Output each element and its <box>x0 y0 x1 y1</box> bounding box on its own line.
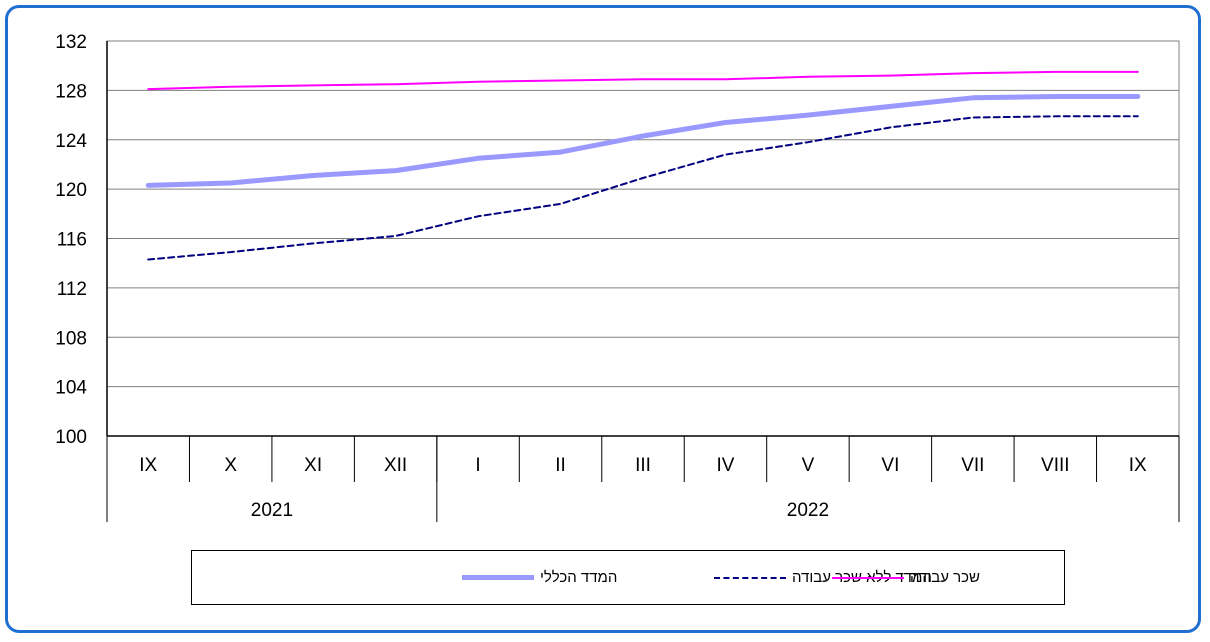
legend-swatch-labor-wages <box>832 576 904 579</box>
chart-frame <box>5 5 1201 633</box>
legend-swatch-index-excl-labor <box>714 576 786 579</box>
x-tick-label: XI <box>304 455 322 476</box>
year-label: 2022 <box>787 500 829 521</box>
y-tick-label: 100 <box>55 427 87 448</box>
x-tick-label: VII <box>961 455 984 476</box>
y-tick-label: 104 <box>55 378 87 399</box>
y-tick-label: 132 <box>55 32 87 53</box>
y-axis-ticks: 100 104 108 112 116 120 124 128 132 <box>55 32 87 448</box>
series-line-1 <box>147 115 1139 261</box>
y-tick-label: 124 <box>55 131 87 152</box>
y-tick-label: 112 <box>57 279 87 300</box>
x-tick-label: VIII <box>1041 455 1070 476</box>
y-tick-label: 128 <box>55 81 87 102</box>
x-tick-label: X <box>224 455 237 476</box>
x-tick-label: IX <box>1129 455 1147 476</box>
year-label: 2021 <box>251 500 293 521</box>
y-tick-label: 116 <box>57 230 87 251</box>
x-tick-label: I <box>475 455 480 476</box>
series-line-0 <box>145 94 1141 188</box>
legend-swatch-general-index <box>462 575 534 580</box>
grid-lines <box>106 40 1180 437</box>
legend: המדד הכללי המדד ללא שכר עבודה שכר עבודה <box>191 550 1065 605</box>
x-tick-label: XII <box>384 455 407 476</box>
x-tick-label: VI <box>881 455 899 476</box>
legend-label-labor-wages: שכר עבודה <box>910 569 980 586</box>
x-tick-label: IV <box>716 455 734 476</box>
x-tick-label: II <box>555 455 566 476</box>
y-tick-label: 108 <box>55 328 87 349</box>
series-lines <box>145 70 1141 261</box>
series-line-2 <box>147 70 1139 91</box>
x-tick-label: V <box>802 455 815 476</box>
legend-label-general-index: המדד הכללי <box>540 569 618 586</box>
x-tick-label: III <box>635 455 651 476</box>
legend-item-labor-wages: שכר עבודה <box>832 551 980 604</box>
x-tick-label: IX <box>139 455 157 476</box>
legend-item-general-index: המדד הכללי <box>462 551 617 604</box>
y-tick-label: 120 <box>55 180 87 201</box>
